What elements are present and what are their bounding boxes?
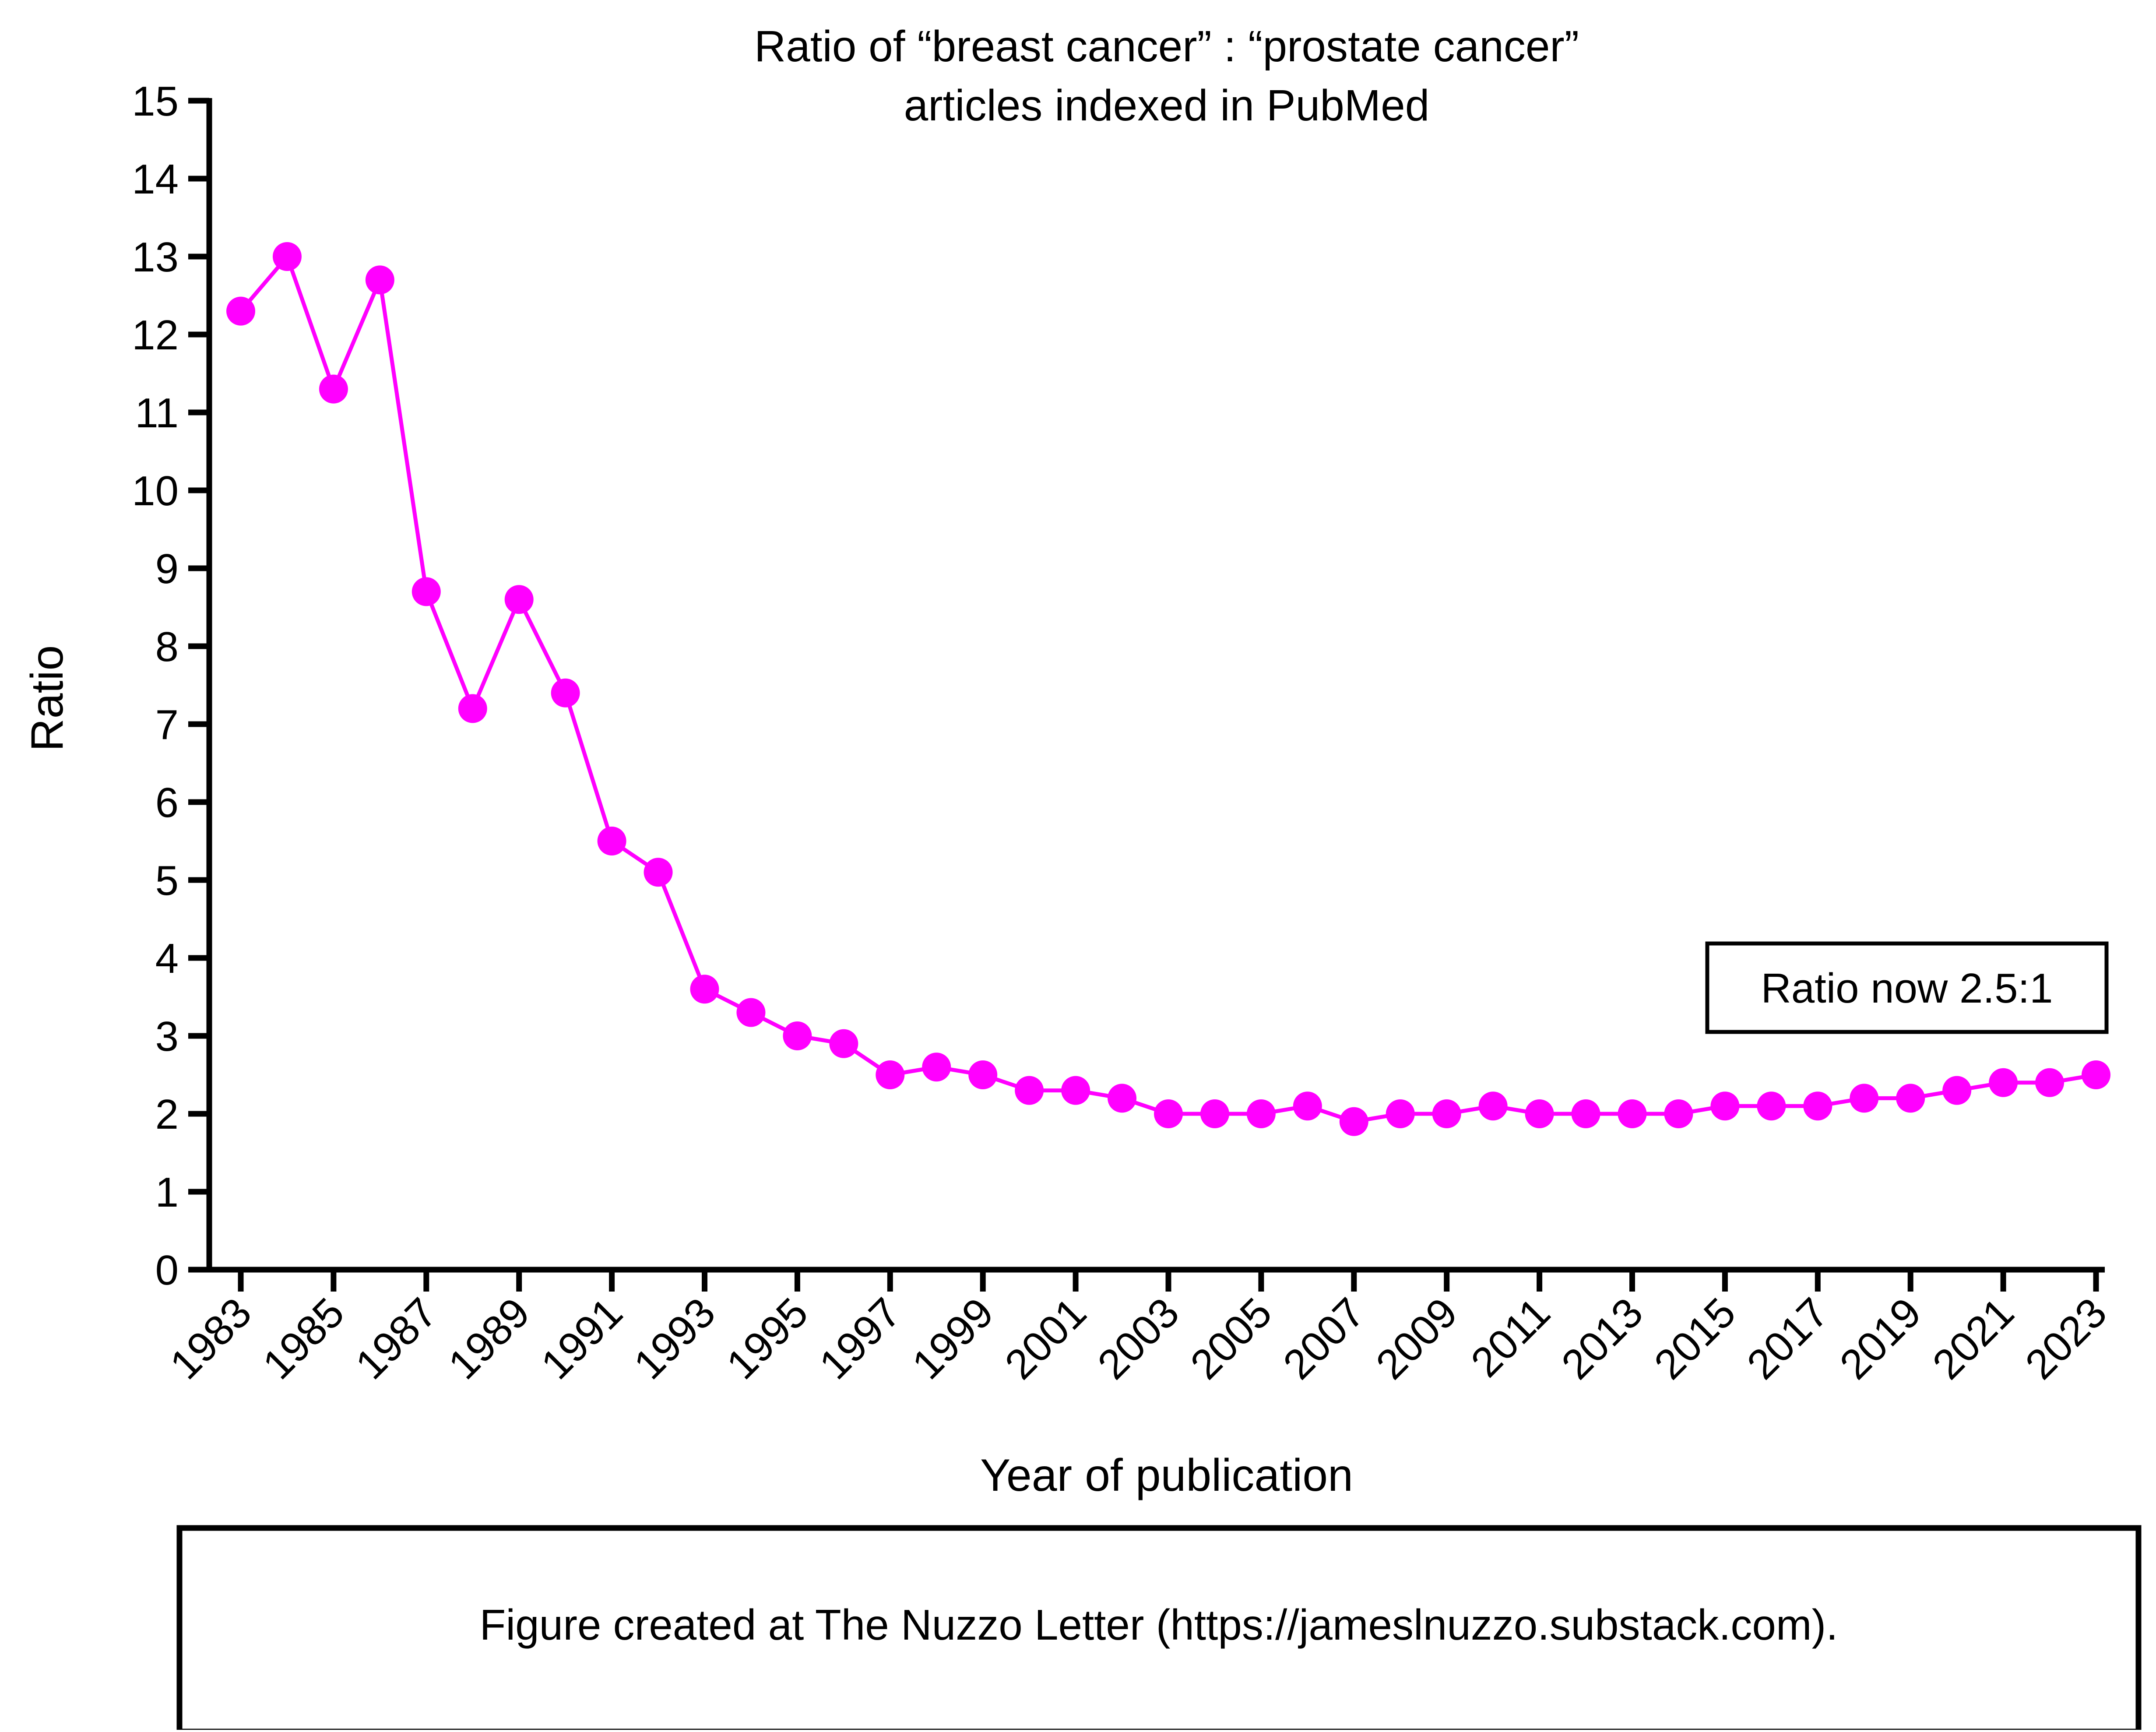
y-tick-label: 0 — [155, 1247, 179, 1294]
data-point — [876, 1060, 905, 1089]
y-tick-label: 11 — [135, 390, 179, 437]
data-point — [1618, 1099, 1647, 1128]
data-point — [829, 1029, 858, 1058]
x-tick-label: 1985 — [254, 1289, 353, 1388]
x-tick-label: 1983 — [161, 1289, 260, 1388]
y-tick-label: 5 — [155, 857, 179, 904]
credit-box: Figure created at The Nuzzo Letter (http… — [176, 1525, 2142, 1732]
data-point — [1710, 1091, 1740, 1121]
y-axis-title: Ratio — [22, 645, 73, 752]
y-tick-label: 13 — [132, 234, 179, 281]
credit-text: Figure created at The Nuzzo Letter (http… — [480, 1601, 1838, 1649]
y-tick-label: 4 — [155, 935, 179, 982]
data-point — [1896, 1084, 1925, 1113]
data-point — [1154, 1099, 1183, 1128]
data-point — [2082, 1060, 2110, 1089]
data-point — [783, 1021, 812, 1050]
y-tick-label: 7 — [155, 701, 179, 748]
data-point — [968, 1060, 998, 1089]
data-point — [1246, 1099, 1276, 1128]
x-tick-label: 2015 — [1646, 1289, 1745, 1388]
chart-title-line-1: Ratio of “breast cancer” : “prostate can… — [754, 22, 1579, 71]
data-point — [1571, 1099, 1600, 1128]
data-point — [1200, 1099, 1229, 1128]
x-tick-label: 2019 — [1831, 1289, 1930, 1388]
data-point — [690, 975, 719, 1004]
data-point — [365, 265, 394, 295]
data-point — [1942, 1076, 1972, 1105]
x-tick-label: 2007 — [1274, 1289, 1374, 1388]
chart-title-line-2: articles indexed in PubMed — [904, 81, 1430, 130]
x-tick-label: 1997 — [810, 1289, 910, 1388]
data-point — [504, 585, 534, 614]
data-point — [1108, 1084, 1137, 1113]
data-point — [922, 1053, 951, 1082]
data-point — [644, 858, 673, 887]
data-point — [1432, 1099, 1461, 1128]
y-tick-label: 3 — [155, 1013, 179, 1060]
data-point — [1061, 1076, 1090, 1105]
data-point — [2035, 1068, 2065, 1097]
y-tick-label: 6 — [155, 779, 179, 826]
x-tick-label: 1999 — [903, 1289, 1002, 1388]
data-point — [1339, 1107, 1368, 1136]
x-axis-title: Year of publication — [980, 1450, 1353, 1501]
x-tick-label: 1989 — [440, 1289, 539, 1388]
data-point — [736, 998, 766, 1027]
y-tick-label: 14 — [132, 156, 179, 203]
series-markers — [226, 242, 2110, 1136]
annotation-text: Ratio now 2.5:1 — [1761, 965, 2053, 1012]
credit-border — [176, 1525, 2142, 1732]
data-point — [1803, 1091, 1832, 1121]
data-point — [551, 678, 580, 708]
x-tick-label: 2005 — [1182, 1289, 1281, 1388]
data-point — [1525, 1099, 1554, 1128]
y-tick-label: 9 — [155, 546, 179, 592]
data-point — [272, 242, 302, 271]
x-tick-label: 2013 — [1553, 1289, 1652, 1388]
x-tick-label: 2003 — [1089, 1289, 1188, 1388]
y-tick-label: 1 — [155, 1169, 179, 1216]
annotation-border — [1705, 941, 2109, 1034]
data-point — [1478, 1091, 1508, 1121]
x-tick-label: 1991 — [532, 1289, 632, 1388]
axes: 0123456789101112131415198319851987198919… — [132, 78, 2116, 1388]
data-point — [458, 694, 487, 723]
x-tick-label: 2001 — [996, 1289, 1095, 1388]
x-tick-label: 1987 — [347, 1289, 446, 1388]
data-point — [1386, 1099, 1415, 1128]
data-point — [226, 296, 255, 326]
data-point — [1757, 1091, 1786, 1121]
data-point — [597, 827, 626, 855]
data-point — [1015, 1076, 1044, 1105]
annotation-box: Ratio now 2.5:1 — [1705, 941, 2109, 1034]
x-tick-label: 2021 — [1924, 1289, 2023, 1388]
data-point — [1664, 1099, 1693, 1128]
data-point — [1989, 1068, 2018, 1097]
x-tick-label: 1993 — [625, 1289, 725, 1388]
data-point — [1850, 1084, 1879, 1113]
y-tick-label: 8 — [155, 623, 179, 670]
data-point — [319, 374, 348, 404]
x-tick-label: 2011 — [1462, 1289, 1559, 1386]
data-point — [1293, 1091, 1322, 1121]
y-tick-label: 2 — [155, 1091, 179, 1138]
data-point — [412, 577, 441, 606]
x-tick-label: 2009 — [1367, 1289, 1467, 1388]
y-tick-label: 12 — [132, 312, 179, 359]
y-tick-label: 10 — [132, 468, 179, 514]
x-tick-label: 2023 — [2016, 1289, 2116, 1388]
x-tick-label: 1995 — [718, 1289, 817, 1388]
x-tick-label: 2017 — [1738, 1289, 1837, 1388]
y-tick-label: 15 — [132, 78, 179, 125]
